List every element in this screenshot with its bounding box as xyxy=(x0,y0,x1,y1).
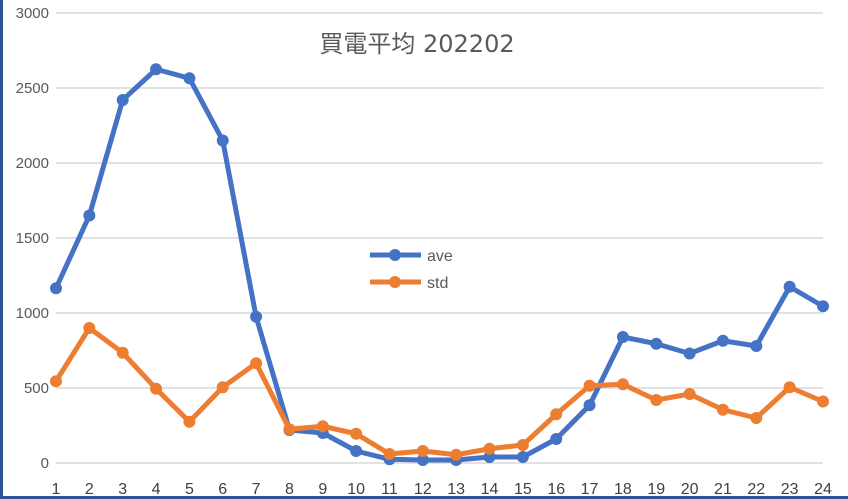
data-point-ave[interactable] xyxy=(817,300,829,313)
data-point-std[interactable] xyxy=(250,357,263,370)
series-ave xyxy=(50,63,829,466)
data-point-std[interactable] xyxy=(316,420,329,433)
x-tick-label: 11 xyxy=(381,481,398,498)
x-tick-label: 23 xyxy=(781,481,799,498)
x-tick-label: 2 xyxy=(85,481,94,498)
data-point-std[interactable] xyxy=(583,379,596,392)
data-point-std[interactable] xyxy=(150,382,163,395)
x-tick-label: 22 xyxy=(747,481,765,498)
x-tick-label: 3 xyxy=(118,481,127,498)
y-tick-label: 2000 xyxy=(16,155,49,172)
data-point-ave[interactable] xyxy=(650,337,663,350)
data-point-std[interactable] xyxy=(50,375,62,388)
data-point-std[interactable] xyxy=(616,378,629,391)
x-tick-label: 15 xyxy=(514,481,532,498)
data-point-std[interactable] xyxy=(183,415,196,428)
data-point-std[interactable] xyxy=(483,442,496,455)
x-tick-label: 24 xyxy=(814,481,832,498)
data-point-std[interactable] xyxy=(783,381,796,394)
data-point-ave[interactable] xyxy=(350,445,363,457)
data-point-ave[interactable] xyxy=(416,454,429,466)
legend-marker-ave xyxy=(389,249,401,261)
data-point-std[interactable] xyxy=(716,403,729,416)
data-point-ave[interactable] xyxy=(483,451,496,463)
data-point-std[interactable] xyxy=(650,394,663,406)
legend-item-std: std xyxy=(370,275,448,292)
x-tick-label: 16 xyxy=(547,481,565,498)
data-point-ave[interactable] xyxy=(516,451,529,463)
x-tick-label: 9 xyxy=(318,481,327,498)
legend: ave std xyxy=(370,248,453,292)
data-point-ave[interactable] xyxy=(150,63,163,76)
x-tick-label: 17 xyxy=(581,481,599,498)
data-point-std[interactable] xyxy=(83,322,96,334)
x-tick-label: 13 xyxy=(447,481,465,498)
data-point-std[interactable] xyxy=(383,448,396,460)
y-tick-label: 500 xyxy=(24,380,49,397)
y-tick-label: 0 xyxy=(41,455,49,472)
series-std xyxy=(50,322,829,461)
data-point-ave[interactable] xyxy=(550,433,563,445)
y-axis-ticks: 0 500 1000 1500 2000 2500 3000 xyxy=(16,5,49,472)
legend-label-std: std xyxy=(427,275,448,292)
data-point-ave[interactable] xyxy=(783,280,796,293)
data-point-ave[interactable] xyxy=(216,134,229,147)
data-point-ave[interactable] xyxy=(116,94,129,106)
x-tick-label: 21 xyxy=(714,481,732,498)
legend-label-ave: ave xyxy=(427,248,453,265)
series-lines xyxy=(50,63,829,466)
data-point-ave[interactable] xyxy=(250,310,263,323)
legend-marker-std xyxy=(389,276,401,288)
data-point-std[interactable] xyxy=(450,448,463,461)
data-point-std[interactable] xyxy=(683,388,696,400)
data-point-std[interactable] xyxy=(516,439,529,451)
data-point-std[interactable] xyxy=(416,445,429,457)
data-point-std[interactable] xyxy=(283,423,296,436)
x-tick-label: 8 xyxy=(285,481,294,498)
x-tick-label: 6 xyxy=(218,481,227,498)
data-point-ave[interactable] xyxy=(50,282,62,295)
data-point-std[interactable] xyxy=(750,412,763,424)
legend-item-ave: ave xyxy=(370,248,453,265)
data-point-ave[interactable] xyxy=(83,209,96,222)
x-tick-label: 4 xyxy=(152,481,161,498)
x-tick-label: 1 xyxy=(52,481,61,498)
x-tick-label: 5 xyxy=(185,481,194,498)
data-point-std[interactable] xyxy=(550,408,563,421)
data-point-ave[interactable] xyxy=(716,334,729,347)
x-tick-label: 20 xyxy=(681,481,699,498)
chart-title: 買電平均 202202 xyxy=(319,30,514,58)
data-point-ave[interactable] xyxy=(616,331,629,343)
data-point-ave[interactable] xyxy=(750,340,763,352)
x-tick-label: 19 xyxy=(647,481,665,498)
gridlines xyxy=(56,12,823,464)
x-tick-label: 18 xyxy=(614,481,632,498)
line-std xyxy=(53,325,826,458)
y-tick-label: 2500 xyxy=(16,80,49,97)
data-point-ave[interactable] xyxy=(183,72,196,85)
data-point-std[interactable] xyxy=(817,395,829,408)
data-point-ave[interactable] xyxy=(683,347,696,360)
x-axis-ticks: 1 2 3 4 5 6 7 8 9 10 11 12 13 14 15 16 17 18 19 20 21 22 23 24 xyxy=(52,481,832,498)
data-point-std[interactable] xyxy=(350,427,363,440)
data-point-std[interactable] xyxy=(216,381,229,394)
y-tick-label: 1000 xyxy=(16,305,49,322)
x-tick-label: 10 xyxy=(347,481,365,498)
data-point-std[interactable] xyxy=(116,346,129,359)
x-tick-label: 12 xyxy=(414,481,432,498)
y-tick-label: 3000 xyxy=(16,5,49,22)
data-point-ave[interactable] xyxy=(583,399,596,412)
y-tick-label: 1500 xyxy=(16,230,49,247)
x-tick-label: 7 xyxy=(252,481,261,498)
x-tick-label: 14 xyxy=(481,481,499,498)
